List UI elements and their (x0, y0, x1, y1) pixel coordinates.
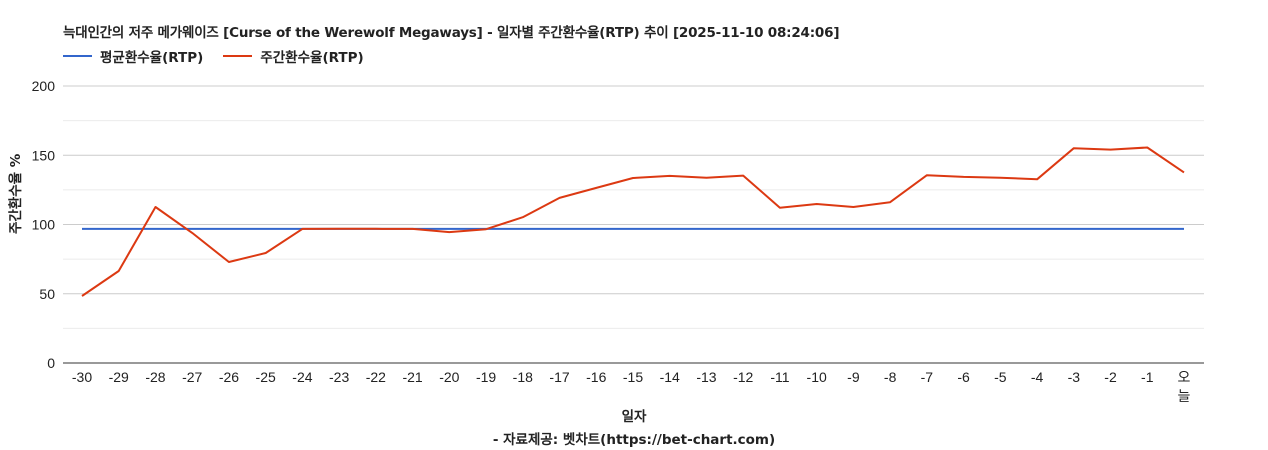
x-tick-label: -1 (1141, 369, 1154, 385)
x-tick-label: -13 (696, 369, 716, 385)
x-tick-label: -6 (957, 369, 970, 385)
legend-label: 평균환수율(RTP) (100, 50, 204, 66)
gridlines (63, 85, 1204, 329)
x-tick-label: -16 (586, 369, 606, 385)
x-tick-label: -23 (329, 369, 349, 385)
data-series (81, 146, 1185, 297)
x-tick-label: -4 (1031, 369, 1044, 385)
legend-line-icon (223, 55, 253, 57)
x-tick-label: 오 (1178, 369, 1191, 385)
y-tick-label: 50 (39, 286, 55, 302)
x-tick-label: -14 (660, 369, 680, 385)
x-tick-label: -17 (549, 369, 569, 385)
x-tick-label: -21 (402, 369, 422, 385)
x-tick-label: -15 (623, 369, 643, 385)
x-tick-label: -25 (256, 369, 276, 385)
x-tick-label: -2 (1104, 369, 1117, 385)
y-axis-title: 주간환수율 % (4, 154, 24, 234)
x-tick-label: -10 (807, 369, 827, 385)
x-tick-label: -11 (770, 369, 789, 385)
x-tick-label: -12 (733, 369, 753, 385)
x-tick-label: -28 (145, 369, 165, 385)
x-tick-label: -22 (366, 369, 386, 385)
x-tick-label: 늘 (1178, 388, 1191, 404)
chart-title: 늑대인간의 저주 메가웨이즈 [Curse of the Werewolf Me… (63, 25, 840, 41)
y-tick-label: 0 (47, 355, 55, 371)
y-tick-label: 150 (32, 147, 56, 163)
x-tick-label: -3 (1068, 369, 1081, 385)
x-tick-label: -19 (476, 369, 496, 385)
legend-line-icon (63, 55, 92, 57)
legend-label: 주간환수율(RTP) (260, 50, 364, 66)
x-tick-label: -8 (884, 369, 897, 385)
weekly-rtp-line[interactable] (81, 146, 1185, 297)
y-axis-ticks: 0 50 100 150 200 (32, 78, 56, 371)
data-source-credit: - 자료제공: 벳차트(https://bet-chart.com) (492, 432, 776, 448)
x-tick-label: -5 (994, 369, 1007, 385)
chart-legend: 평균환수율(RTP) 주간환수율(RTP) (63, 46, 384, 66)
x-tick-label: -9 (847, 369, 860, 385)
x-tick-label: -7 (921, 369, 934, 385)
y-tick-label: 200 (32, 78, 56, 94)
x-tick-label: -18 (513, 369, 533, 385)
x-tick-label: -29 (109, 369, 129, 385)
y-tick-label: 100 (32, 217, 56, 233)
legend-item-average-rtp[interactable]: 평균환수율(RTP) (63, 46, 203, 66)
x-tick-label: -26 (219, 369, 239, 385)
x-tick-label: -27 (182, 369, 202, 385)
y-axis-title-text: 주간환수율 % (8, 153, 24, 234)
x-axis-ticks: -30 -29 -28 -27 -26 -25 -24 -23 -22 -21 -20 -19 -18-… (72, 369, 1191, 404)
x-tick-label: -30 (72, 369, 92, 385)
x-tick-label: -24 (292, 369, 312, 385)
legend-item-weekly-rtp[interactable]: 주간환수율(RTP) (223, 46, 364, 66)
x-tick-label: -20 (439, 369, 459, 385)
x-axis-title: 일자 (621, 409, 647, 425)
